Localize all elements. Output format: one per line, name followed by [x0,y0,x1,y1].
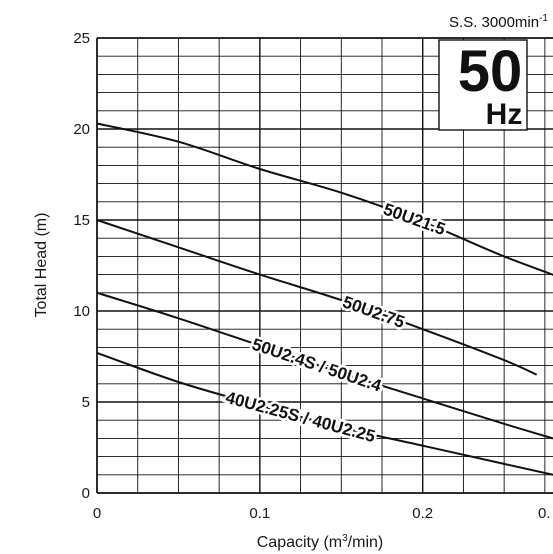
curves [96,122,553,476]
x-tick-label-cut: 0. [538,505,551,522]
x-axis-title-tail: /min) [348,534,384,551]
y-tick-label: 20 [73,121,90,138]
x-tick-label: 0.1 [249,505,270,522]
y-axis-title: Total Head (m) [33,213,50,318]
series-label-1: 50U21.5 [381,200,448,240]
x-tick-label: 0 [93,505,101,522]
frequency-badge: 50 Hz [438,39,528,131]
speed-label-sup: -1 [539,13,548,24]
y-tick-label: 0 [82,485,90,502]
speed-label-text: S.S. 3000min [449,14,539,31]
y-tick-label: 10 [73,303,90,320]
series-line-3 [96,291,553,440]
y-tick-label: 5 [82,394,90,411]
frequency-unit: Hz [486,98,523,131]
speed-label: S.S. 3000min-1 [449,13,548,31]
series-line-2 [96,219,538,376]
x-axis-title: Capacity (m3/min) [257,533,383,551]
y-tick-label: 15 [73,212,90,229]
series-label-2: 50U2.75 [340,292,407,332]
series-line-4 [96,351,553,476]
series-line-1 [96,122,553,276]
x-axis-title-sup: 3 [342,533,348,544]
x-tick-label: 0.2 [412,505,433,522]
frequency-badge-background [438,39,528,131]
frequency-value: 50 [458,39,523,104]
y-tick-label: 25 [73,30,90,47]
x-axis-title-text: Capacity (m [257,534,342,551]
